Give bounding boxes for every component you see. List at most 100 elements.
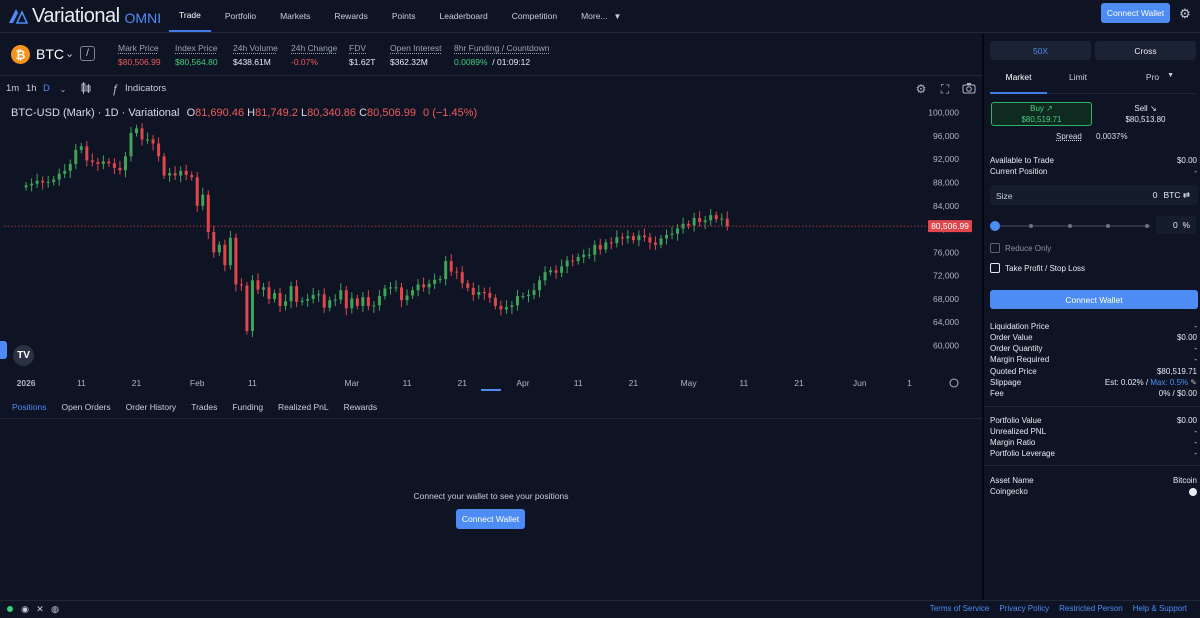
candlestick-chart-svg[interactable]: 100,00096,00092,00088,00084,00080,00076,… [0, 101, 982, 391]
panel-divider[interactable] [982, 34, 984, 600]
market-selector-chevron-icon[interactable]: ⌄ [65, 48, 75, 60]
tab-order-history[interactable]: Order History [125, 401, 177, 412]
candle-body [543, 272, 547, 281]
candle-style-icon[interactable] [79, 82, 93, 96]
slider-tick[interactable] [1068, 224, 1072, 228]
edit-pencil-icon[interactable]: ✎ [1190, 378, 1197, 387]
nav-points[interactable]: Points [391, 11, 416, 21]
y-tick-label: 72,000 [933, 271, 959, 281]
current-position-label: Current Position [990, 167, 1048, 176]
order-connect-wallet-button[interactable]: Connect Wallet [990, 290, 1198, 309]
tab-trades[interactable]: Trades [191, 401, 218, 412]
candle-body [554, 270, 558, 273]
tpsl-checkbox[interactable] [990, 263, 1000, 273]
positions-empty-message: Connect your wallet to see your position… [413, 491, 569, 501]
interval-1h[interactable]: 1h [26, 83, 37, 94]
coingecko-icon[interactable] [1189, 487, 1197, 496]
stat-fdv: FDV $1.62T [349, 43, 375, 67]
footer-link-terms[interactable]: Terms of Service [929, 604, 990, 613]
candle-body [648, 237, 652, 243]
y-tick-label: 84,000 [933, 201, 959, 211]
chevron-down-icon: ▼ [613, 11, 622, 21]
candle-body [284, 301, 288, 306]
order-mode-select[interactable]: Pro ▼ [1140, 72, 1180, 94]
indicators-button[interactable]: Indicators [125, 83, 167, 94]
slippage-max[interactable]: Max: 0.5% [1150, 378, 1189, 387]
nav-trade[interactable]: Trade [169, 0, 211, 32]
nav-leaderboard[interactable]: Leaderboard [439, 11, 488, 21]
tab-rewards[interactable]: Rewards [343, 401, 378, 412]
candle-body [631, 236, 635, 241]
candle-body [344, 290, 348, 309]
detail-row: Quoted Price $80,519.71 [990, 366, 1197, 377]
y-tick-label: 88,000 [933, 178, 959, 188]
candle-body [687, 223, 691, 226]
slider-tick[interactable] [1029, 224, 1033, 228]
market-symbol[interactable]: BTC [36, 46, 64, 62]
x-twitter-icon[interactable]: ✕ [36, 604, 44, 614]
interval-d[interactable]: D [43, 83, 50, 94]
candle-body [598, 244, 602, 250]
leverage-button[interactable]: 50X [990, 41, 1091, 60]
candle-body [653, 242, 657, 245]
y-tick-label: 68,000 [933, 294, 959, 304]
buy-button[interactable]: Buy ↗ $80,519.71 [991, 102, 1092, 126]
tab-realized-pnl[interactable]: Realized PnL [278, 401, 329, 412]
size-input[interactable]: Size 0 BTC ⇄ [990, 185, 1198, 205]
slider-tick[interactable] [1106, 224, 1110, 228]
buy-label: Buy [1030, 104, 1044, 113]
discord-icon[interactable]: ◉ [21, 604, 29, 614]
size-slider-handle[interactable] [990, 221, 1000, 231]
size-percent-input[interactable]: 0 % [1156, 216, 1196, 234]
portfolio-label: Portfolio Value [990, 416, 1042, 425]
main-nav: Trade Portfolio Markets Rewards Points L… [169, 0, 635, 32]
footer-link-privacy[interactable]: Privacy Policy [999, 604, 1050, 613]
trend-up-icon: ↗ [1046, 104, 1053, 113]
candle-body [488, 293, 492, 298]
size-slider-track[interactable] [995, 225, 1151, 227]
reduce-only-checkbox[interactable] [990, 243, 1000, 253]
spread-row: Spread 0.0037% [1056, 132, 1128, 141]
nav-rewards[interactable]: Rewards [334, 11, 368, 21]
candle-body [317, 294, 321, 296]
tab-market[interactable]: Market [990, 72, 1047, 94]
header-connect-wallet-button[interactable]: Connect Wallet [1101, 3, 1170, 23]
candle-body [394, 287, 398, 289]
tradingview-logo-icon[interactable]: TV [13, 345, 34, 366]
nav-competition[interactable]: Competition [511, 11, 558, 21]
tab-positions[interactable]: Positions [12, 401, 47, 412]
tab-open-orders[interactable]: Open Orders [61, 401, 111, 412]
chart-sidebar-toggle[interactable] [0, 341, 7, 359]
docs-icon[interactable]: ◍ [51, 604, 59, 614]
settings-gear-icon[interactable]: ⚙ [1179, 6, 1191, 21]
camera-icon[interactable] [962, 82, 976, 96]
tab-funding[interactable]: Funding [232, 401, 264, 412]
sell-button[interactable]: Sell ↘ $80,513.80 [1095, 102, 1196, 126]
indicators-icon[interactable]: ƒ [111, 82, 119, 96]
brand-logo[interactable]: Variational OMNI [8, 5, 161, 27]
interval-chevron-down-icon[interactable]: ⌄ [59, 85, 67, 94]
nav-markets[interactable]: Markets [280, 11, 311, 21]
price-chart[interactable]: 100,00096,00092,00088,00084,00080,00076,… [0, 101, 982, 391]
candle-body [107, 161, 111, 164]
footer-link-help[interactable]: Help & Support [1132, 604, 1187, 613]
nav-portfolio[interactable]: Portfolio [224, 11, 257, 21]
interval-1m[interactable]: 1m [6, 83, 20, 94]
positions-connect-wallet-button[interactable]: Connect Wallet [456, 509, 525, 529]
slider-tick[interactable] [1145, 224, 1149, 228]
y-tick-label: 100,000 [928, 108, 959, 118]
nav-more[interactable]: More... ▼ [571, 0, 631, 32]
candle-body [438, 279, 442, 281]
market-slash-button[interactable]: / [80, 46, 95, 61]
footer-link-restricted[interactable]: Restricted Person [1059, 604, 1123, 613]
tab-limit[interactable]: Limit [1069, 72, 1087, 82]
fullscreen-icon[interactable]: ⛶ [940, 82, 950, 96]
y-tick-label: 60,000 [933, 341, 959, 351]
margin-mode-button[interactable]: Cross [1095, 41, 1196, 60]
chart-settings-icon[interactable]: ⚙ [915, 82, 927, 96]
axis-reset-icon[interactable] [949, 378, 959, 388]
stat-index-price: Index Price $80,564.80 [175, 43, 218, 67]
candle-body [311, 294, 315, 299]
detail-row: Fee 0% / $0.00 [990, 388, 1197, 399]
swap-icon[interactable]: ⇄ [1182, 190, 1190, 200]
